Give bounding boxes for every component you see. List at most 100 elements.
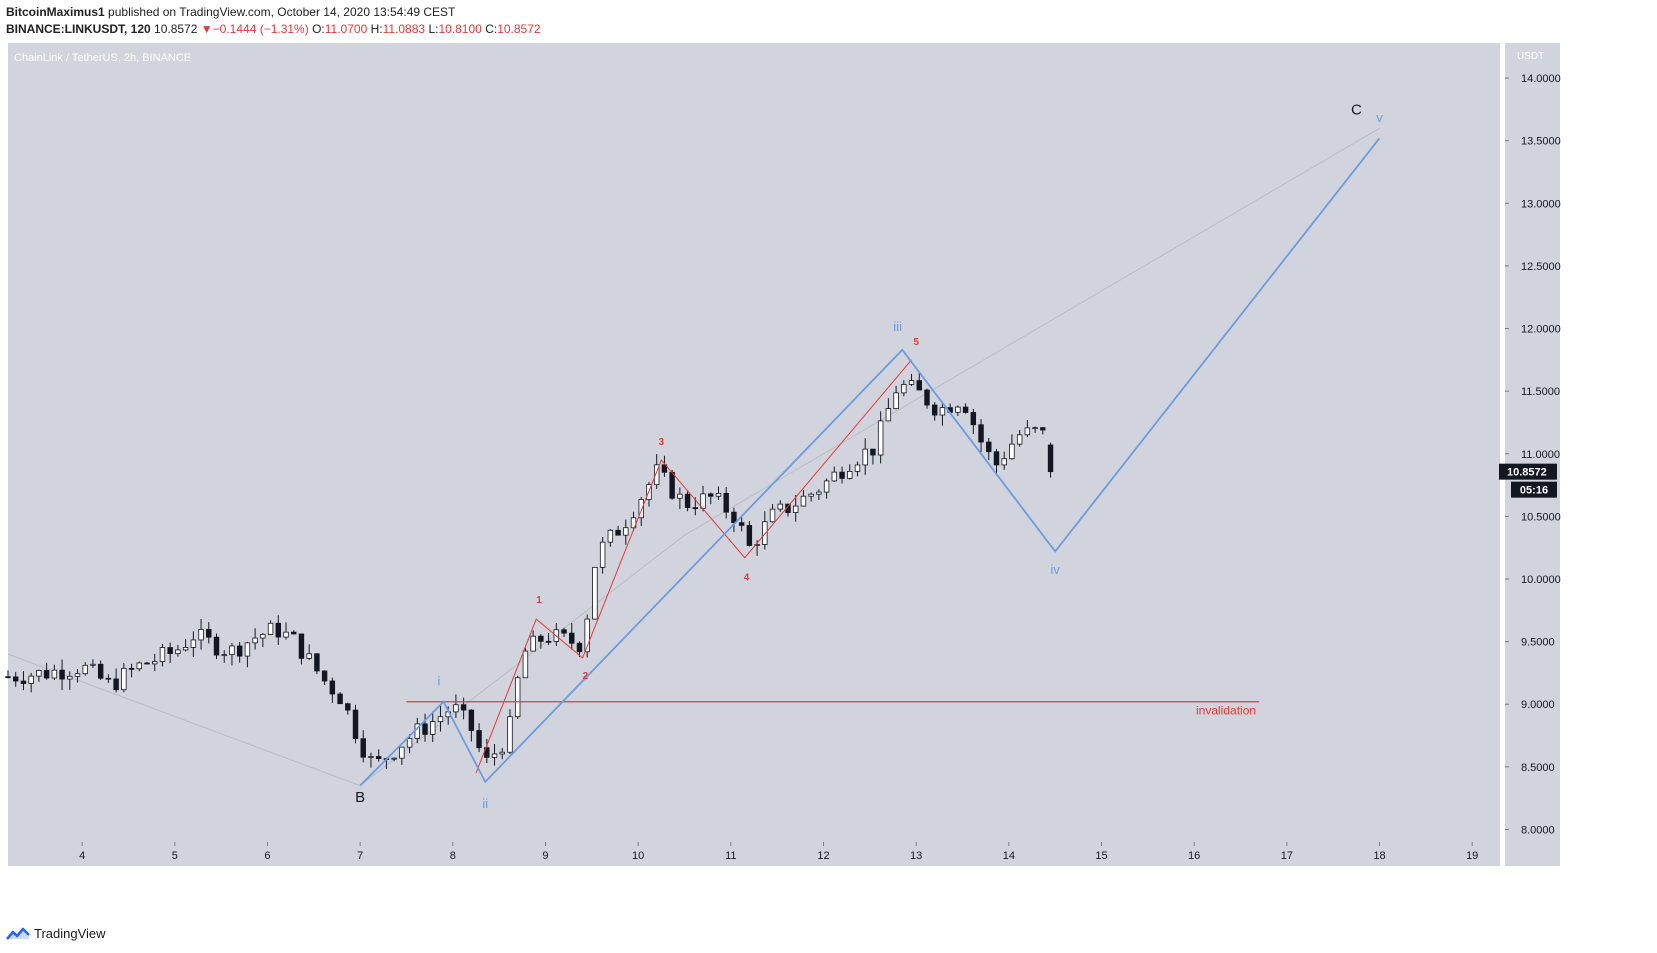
candle-body xyxy=(28,675,34,684)
y-tick-label: 12.5000 xyxy=(1521,261,1561,273)
candle-body xyxy=(136,662,143,670)
footer-brand[interactable]: TradingView xyxy=(6,926,106,941)
candle-body xyxy=(13,676,19,682)
candle-body xyxy=(20,680,27,684)
candle-body xyxy=(360,738,366,758)
low-value: 10.8100 xyxy=(438,22,482,36)
x-tick-label: 4 xyxy=(79,850,85,862)
x-tick-label: 13 xyxy=(910,850,922,862)
candle-body xyxy=(823,480,830,493)
y-tick-label: 10.5000 xyxy=(1521,511,1561,523)
candle-body xyxy=(522,650,529,679)
candle-body xyxy=(252,637,258,644)
candle-body xyxy=(59,669,65,680)
candle-body xyxy=(847,470,853,479)
candle-body xyxy=(97,663,104,679)
x-tick-label: 17 xyxy=(1281,850,1293,862)
wave-label-red: 4 xyxy=(744,572,750,583)
candle-body xyxy=(1032,427,1038,430)
candle-body xyxy=(561,629,567,634)
candle-body xyxy=(607,529,614,543)
y-tick-label: 8.5000 xyxy=(1521,762,1555,774)
candle-body xyxy=(128,667,135,670)
blue-wave-line xyxy=(359,137,1381,787)
y-tick-label: 11.5000 xyxy=(1521,386,1560,398)
high-value: 11.0883 xyxy=(382,22,426,36)
candle-body xyxy=(375,756,382,759)
candle-body xyxy=(514,677,521,718)
candle-body xyxy=(545,640,552,643)
candle-body xyxy=(677,493,683,499)
x-tick-label: 9 xyxy=(542,850,548,862)
candle-body xyxy=(754,544,760,546)
candle-body xyxy=(901,383,907,394)
candle-body xyxy=(746,525,753,546)
candle-body xyxy=(684,493,691,509)
chart-title: ChainLink / TetherUS, 2h, BINANCE xyxy=(14,52,191,64)
candle-body xyxy=(916,380,922,391)
candle-body xyxy=(314,653,320,672)
candle-body xyxy=(51,669,58,679)
candle-body xyxy=(283,631,289,638)
candle-body xyxy=(576,642,583,653)
candle-body xyxy=(584,618,590,653)
candle-body xyxy=(221,654,227,657)
x-tick-label: 7 xyxy=(357,850,363,862)
published-text: published on TradingView.com, October 14… xyxy=(108,5,456,19)
candle-body xyxy=(777,503,783,510)
candle-body xyxy=(468,709,475,731)
candle-body xyxy=(854,464,861,472)
symbol-label: BINANCE:LINKUSDT, 120 xyxy=(6,22,151,36)
x-tick-label: 6 xyxy=(264,850,270,862)
candle-body xyxy=(993,451,1000,466)
candle-body xyxy=(738,522,745,526)
change-value: −0.1444 (−1.31%) xyxy=(212,22,309,36)
y-tick-label: 13.5000 xyxy=(1521,136,1561,148)
wave-label-blue: i xyxy=(437,673,440,688)
candle-body xyxy=(105,677,112,680)
open-value: 11.0700 xyxy=(324,22,368,36)
price-axis-currency: USDT xyxy=(1517,51,1544,62)
invalidation-label: invalidation xyxy=(1196,704,1256,718)
candle-body xyxy=(159,647,166,662)
author-name[interactable]: BitcoinMaximus1 xyxy=(6,5,105,19)
high-label: H: xyxy=(370,22,383,36)
candle-body xyxy=(615,529,621,536)
candle-body xyxy=(870,448,876,456)
red-wave-line xyxy=(475,359,912,774)
candle-body xyxy=(345,703,351,711)
candle-body xyxy=(692,507,699,510)
candle-body xyxy=(638,499,644,519)
candle-body xyxy=(213,636,220,656)
y-tick-label: 9.5000 xyxy=(1521,637,1555,649)
candle-body xyxy=(430,721,436,735)
time-axis xyxy=(8,842,1500,866)
candle-body xyxy=(831,471,838,482)
candle-body xyxy=(437,716,444,722)
candle-body xyxy=(970,412,977,426)
candle-body xyxy=(769,508,776,523)
candle-body xyxy=(36,670,42,677)
candle-body xyxy=(275,622,282,638)
y-tick-label: 13.0000 xyxy=(1521,198,1561,210)
candle-body xyxy=(661,464,668,473)
candle-body xyxy=(368,756,374,758)
candle-body xyxy=(792,505,799,513)
candle-body xyxy=(723,492,729,513)
candle-body xyxy=(816,491,822,495)
candle-body xyxy=(291,631,297,635)
wave-label-red: 2 xyxy=(583,671,589,682)
y-tick-label: 10.0000 xyxy=(1521,574,1561,586)
candle-body xyxy=(623,527,629,536)
wave-label-red: 3 xyxy=(659,437,665,448)
candle-body xyxy=(785,503,791,513)
candle-body xyxy=(453,704,459,713)
x-tick-label: 10 xyxy=(632,850,644,862)
candle-body xyxy=(1009,443,1015,460)
candle-body xyxy=(229,645,235,656)
candle-body xyxy=(476,730,482,749)
candle-body xyxy=(1024,427,1031,436)
x-tick-label: 8 xyxy=(450,850,456,862)
low-label: L: xyxy=(428,22,439,36)
